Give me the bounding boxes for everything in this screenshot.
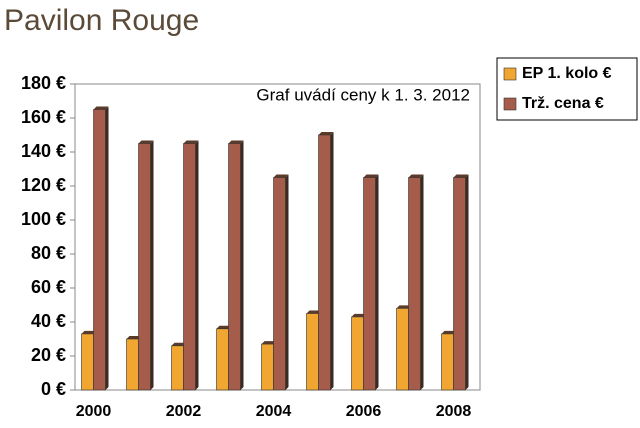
x-tick-label: 2004 bbox=[256, 403, 292, 420]
x-tick-label: 2006 bbox=[346, 403, 382, 420]
bar bbox=[351, 316, 364, 391]
x-tick-label: 2002 bbox=[166, 403, 202, 420]
bar-top bbox=[138, 140, 154, 144]
bar-top bbox=[408, 174, 424, 178]
bar bbox=[453, 177, 466, 391]
bar bbox=[228, 143, 241, 391]
bar-top bbox=[183, 140, 199, 144]
bar bbox=[171, 345, 184, 391]
bar-top bbox=[363, 174, 379, 178]
bar-top bbox=[441, 330, 457, 334]
annotation: Graf uvádí ceny k 1. 3. 2012 bbox=[256, 85, 470, 104]
bar-top bbox=[306, 310, 322, 314]
bar-side bbox=[240, 140, 244, 390]
bar bbox=[216, 328, 229, 391]
bar bbox=[273, 177, 286, 391]
bar bbox=[261, 343, 274, 391]
y-tick-label: 40 € bbox=[31, 311, 66, 331]
legend-swatch bbox=[503, 67, 517, 81]
bar bbox=[138, 143, 151, 391]
x-tick-label: 2008 bbox=[436, 403, 472, 420]
y-tick-label: 120 € bbox=[21, 175, 66, 195]
bar bbox=[318, 134, 331, 391]
legend-label: Trž. cena € bbox=[522, 95, 604, 112]
bar-side bbox=[375, 174, 379, 390]
x-tick-label: 2000 bbox=[76, 403, 112, 420]
y-tick-label: 160 € bbox=[21, 107, 66, 127]
bar bbox=[183, 143, 196, 391]
y-tick-label: 60 € bbox=[31, 277, 66, 297]
bar-side bbox=[105, 106, 109, 390]
bar bbox=[126, 338, 139, 391]
y-tick-label: 20 € bbox=[31, 345, 66, 365]
y-tick-label: 140 € bbox=[21, 141, 66, 161]
bar-top bbox=[93, 106, 109, 110]
bar bbox=[306, 313, 319, 391]
bar bbox=[408, 177, 421, 391]
bar bbox=[81, 333, 94, 391]
y-tick-label: 180 € bbox=[21, 73, 66, 93]
bar-top bbox=[126, 336, 142, 339]
bar-top bbox=[171, 342, 187, 346]
bar-top bbox=[273, 174, 289, 178]
legend-swatch bbox=[503, 97, 517, 111]
bar bbox=[441, 333, 454, 391]
bar-side bbox=[150, 140, 154, 390]
bar-top bbox=[453, 174, 469, 178]
bar-top bbox=[81, 330, 97, 334]
bar bbox=[396, 308, 409, 391]
bar-top bbox=[216, 325, 232, 329]
bar bbox=[363, 177, 376, 391]
bar-top bbox=[351, 313, 367, 317]
bar-side bbox=[420, 174, 424, 390]
bar-top bbox=[396, 305, 412, 309]
legend-label: EP 1. kolo € bbox=[522, 65, 612, 82]
bar-top bbox=[261, 341, 277, 345]
bar-side bbox=[465, 174, 469, 390]
bar-top bbox=[228, 140, 244, 144]
bar-side bbox=[330, 132, 334, 390]
y-tick-label: 80 € bbox=[31, 243, 66, 263]
legend bbox=[496, 57, 638, 121]
bar-top bbox=[318, 132, 334, 135]
bar-side bbox=[195, 140, 199, 390]
bar bbox=[93, 109, 106, 391]
bar-side bbox=[285, 174, 289, 390]
chart-title: Pavilon Rouge bbox=[4, 4, 199, 37]
y-tick-label: 0 € bbox=[41, 379, 66, 399]
y-tick-label: 100 € bbox=[21, 209, 66, 229]
